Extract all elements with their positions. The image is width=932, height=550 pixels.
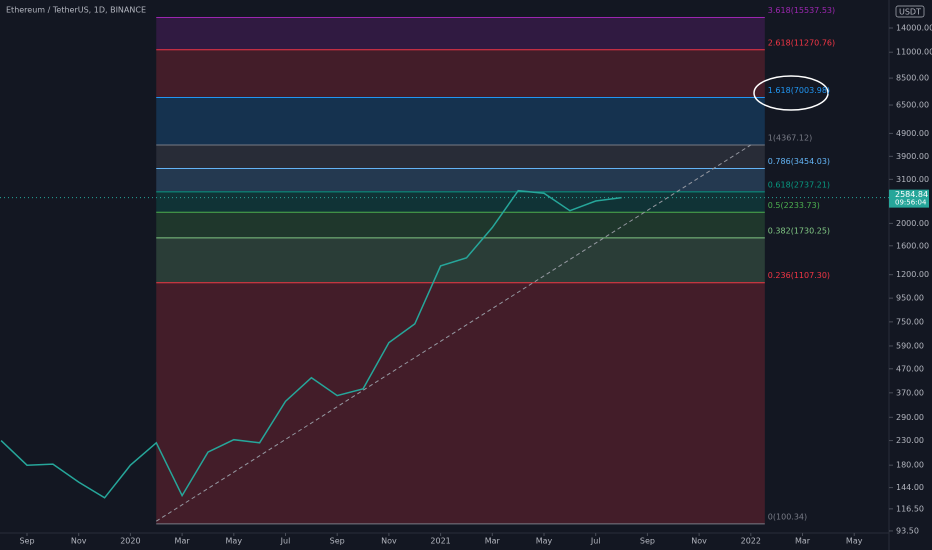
y-tick-label: 750.00 [896, 317, 924, 326]
fib-zone [156, 17, 765, 50]
x-tick-label: Sep [640, 537, 655, 546]
chart-title: Ethereum / TetherUS, 1D, BINANCE [6, 6, 146, 15]
y-tick-label: 8500.00 [896, 74, 929, 83]
fib-zone [156, 191, 765, 213]
price-line [0, 189, 622, 499]
y-tick-label: 11000.00 [896, 48, 932, 57]
x-tick-label: 2021 [430, 537, 450, 546]
fib-zone [156, 144, 765, 169]
fib-zone [156, 282, 765, 524]
fib-zone [156, 168, 765, 192]
fib-level-label: 1.618(7003.98) [768, 86, 830, 95]
x-tick-label: Mar [175, 537, 191, 546]
currency-label[interactable]: USDT [899, 8, 921, 17]
fib-zone [156, 97, 765, 145]
x-tick-label: Sep [19, 537, 34, 546]
y-tick-label: 590.00 [896, 341, 924, 350]
x-tick-label: May [536, 537, 553, 546]
currency-box[interactable] [895, 5, 925, 18]
x-tick-label: Jul [590, 537, 601, 546]
highlight-ellipse [753, 75, 829, 111]
trend-line [155, 144, 752, 522]
fib-level-label: 0.236(1107.30) [768, 271, 830, 280]
x-tick-label: May [846, 537, 863, 546]
y-tick-label: 93.50 [896, 526, 919, 535]
fib-level-label: 1(4367.12) [768, 133, 812, 142]
fib-level-label: 0.786(3454.03) [768, 157, 830, 166]
fib-level-label: 0.382(1730.25) [768, 226, 830, 235]
fib-level-label: 2.618(11270.76) [768, 38, 835, 47]
last-price-label: 2584.84 [895, 190, 928, 199]
y-tick-label: 3900.00 [896, 152, 929, 161]
y-tick-label: 470.00 [896, 364, 924, 373]
x-tick-label: 2020 [120, 537, 140, 546]
y-tick-label: 144.00 [896, 483, 924, 492]
y-tick-label: 370.00 [896, 388, 924, 397]
x-tick-label: 2022 [741, 537, 761, 546]
x-tick-label: Jul [280, 537, 291, 546]
x-tick-label: Nov [691, 537, 707, 546]
y-tick-label: 180.00 [896, 461, 924, 470]
countdown-label: 09:56:04 [895, 199, 927, 207]
x-tick-label: May [226, 537, 243, 546]
x-tick-label: Sep [330, 537, 345, 546]
plot-area [0, 17, 765, 525]
y-tick-label: 3100.00 [896, 175, 929, 184]
y-tick-label: 14000.00 [896, 23, 932, 32]
fib-zone [156, 49, 765, 98]
y-tick-label: 1200.00 [896, 270, 929, 279]
fib-level-label: 0(100.34) [768, 512, 807, 521]
x-tick-label: Nov [71, 537, 87, 546]
last-price-box [889, 189, 929, 208]
y-tick-label: 290.00 [896, 413, 924, 422]
fib-level-label: 0.5(2233.73) [768, 201, 820, 210]
x-tick-label: Mar [795, 537, 811, 546]
y-tick-label: 230.00 [896, 436, 924, 445]
y-tick-label: 1600.00 [896, 241, 929, 250]
fib-zone [156, 212, 765, 238]
fib-level-label: 0.618(2737.21) [768, 180, 830, 189]
y-tick-label: 2000.00 [896, 219, 929, 228]
x-tick-label: Nov [381, 537, 397, 546]
x-tick-label: Mar [485, 537, 501, 546]
y-tick-label: 4900.00 [896, 129, 929, 138]
y-tick-label: 116.50 [896, 504, 924, 513]
fib-level-label: 3.618(15537.53) [768, 6, 835, 15]
y-tick-label: 950.00 [896, 294, 924, 303]
y-tick-label: 6500.00 [896, 101, 929, 110]
